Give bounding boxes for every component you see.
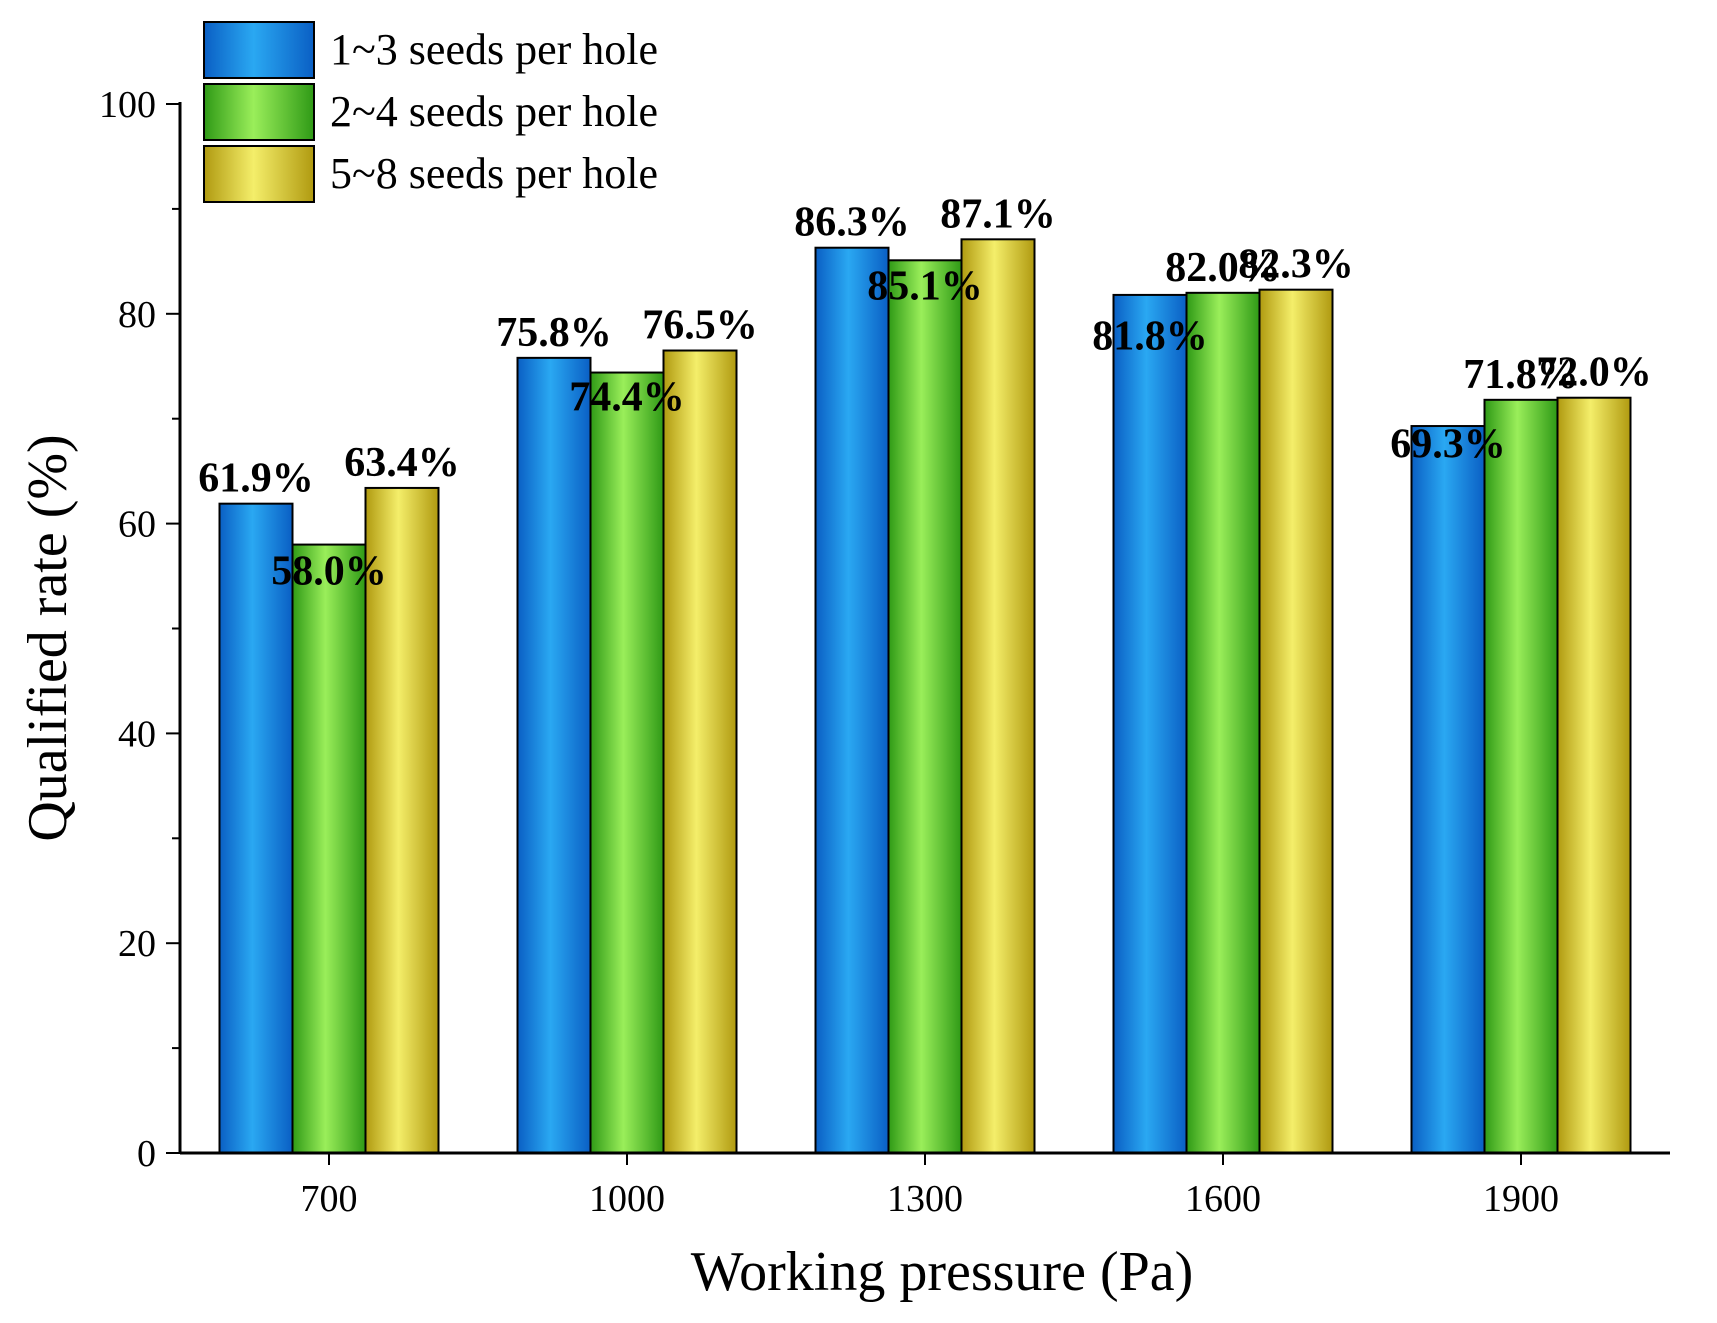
data-label: 61.9%: [198, 456, 314, 502]
x-axis-title: Working pressure (Pa): [691, 1241, 1193, 1303]
y-tick-label: 0: [137, 1133, 156, 1175]
bar-1-1000: [516, 356, 592, 1155]
x-tick-label: 1900: [1483, 1178, 1559, 1220]
data-label: 82.3%: [1238, 242, 1354, 288]
data-label: 81.8%: [1092, 314, 1208, 360]
x-tick-label: 1600: [1185, 1178, 1261, 1220]
data-label: 82.0%: [1165, 245, 1281, 291]
bar-2-1900: [1483, 398, 1559, 1154]
data-labels-layer: 61.9% 58.0% 63.4% 75.8% 74.4% 76.5% 86.3% 85.1%…: [198, 191, 1652, 594]
bar-1-1300: [814, 246, 890, 1154]
y-axis-title: Qualified rate (%): [17, 434, 79, 841]
legend-swatch: [203, 83, 315, 141]
x-tick-label: 1300: [887, 1178, 963, 1220]
bar-1-1900: [1410, 425, 1486, 1154]
data-label: 87.1%: [940, 191, 1056, 237]
data-label: 58.0%: [271, 549, 387, 595]
bar-3-1600: [1258, 288, 1334, 1155]
data-label: 69.3%: [1390, 422, 1506, 468]
bar-3-700: [364, 486, 440, 1154]
bar-3-1300: [960, 238, 1036, 1155]
data-label: 76.5%: [642, 303, 758, 349]
x-tick-label: 1000: [589, 1178, 665, 1220]
bar-3-1000: [662, 349, 738, 1154]
axes-layer: 0 20 40 60 80 100 700 1000 1300 1600 1900: [99, 84, 1670, 1220]
x-tick-label: 700: [301, 1178, 358, 1220]
y-tick-label: 60: [118, 504, 156, 546]
y-tick-label: 80: [118, 294, 156, 336]
bars-layer: [218, 238, 1632, 1155]
data-label: 86.3%: [794, 200, 910, 246]
data-label: 72.0%: [1536, 350, 1652, 396]
y-tick-label: 40: [118, 713, 156, 755]
data-label: 74.4%: [569, 375, 685, 421]
bar-2-1000: [589, 371, 665, 1154]
data-label: 63.4%: [344, 440, 460, 486]
data-label: 85.1%: [867, 263, 983, 309]
bar-3-1900: [1556, 396, 1632, 1155]
bar-2-700: [291, 543, 367, 1154]
data-label: 71.8%: [1463, 352, 1579, 398]
legend-label: 1~3 seeds per hole: [330, 25, 658, 74]
y-tick-label: 100: [99, 84, 156, 126]
y-tick-label: 20: [118, 923, 156, 965]
legend: 1~3 seeds per hole 2~4 seeds per hole 5~8 …: [203, 21, 658, 203]
legend-swatch: [203, 21, 315, 79]
legend-label: 5~8 seeds per hole: [330, 149, 658, 198]
data-label: 75.8%: [496, 310, 612, 356]
bar-1-700: [218, 502, 294, 1154]
bar-2-1600: [1185, 291, 1261, 1154]
bar-1-1600: [1112, 293, 1188, 1154]
legend-swatch: [203, 145, 315, 203]
bar-2-1300: [887, 259, 963, 1154]
legend-label: 2~4 seeds per hole: [330, 87, 658, 136]
